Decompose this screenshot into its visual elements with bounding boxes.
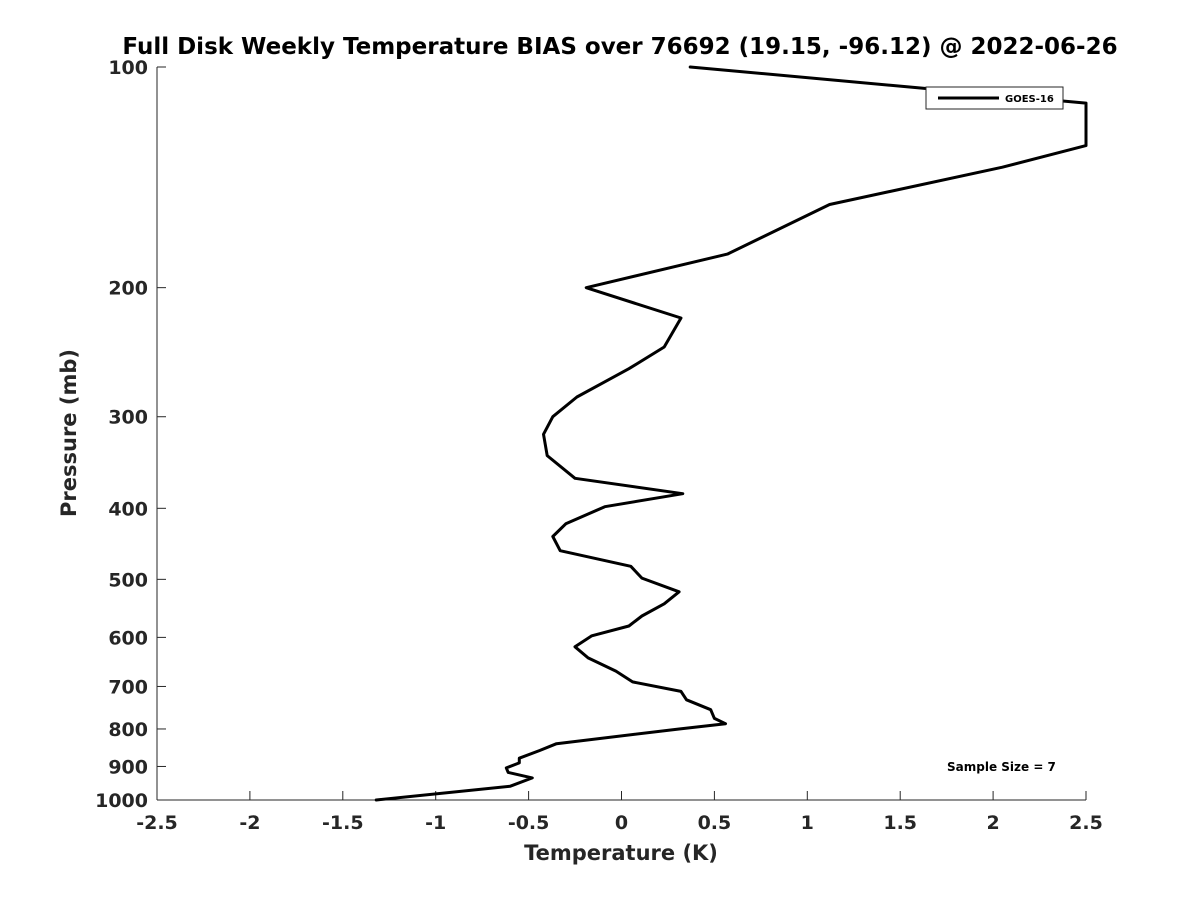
x-tick-label-m2p5: -2.5: [136, 812, 178, 834]
y-tick-label-800: 800: [108, 719, 148, 741]
legend-label-goes-16: GOES-16: [1005, 94, 1054, 105]
y-tick-label-1000: 1000: [95, 790, 148, 812]
y-tick-label-700: 700: [108, 676, 148, 698]
x-tick-label-1p5: 1.5: [883, 812, 917, 834]
x-tick-label-2: 2: [986, 812, 999, 834]
y-tick-label-500: 500: [108, 569, 148, 591]
legend: GOES-16: [925, 86, 1064, 110]
y-tick-label-200: 200: [108, 278, 148, 300]
y-tick-label-100: 100: [108, 57, 148, 79]
chart-title: Full Disk Weekly Temperature BIAS over 7…: [122, 34, 1117, 60]
y-tick-label-600: 600: [108, 627, 148, 649]
x-tick-label-m2: -2: [239, 812, 260, 834]
y-tick-label-900: 900: [108, 756, 148, 778]
y-tick-label-400: 400: [108, 498, 148, 520]
x-tick-label-0: 0: [615, 812, 628, 834]
series-line-goes-16: [374, 65, 1088, 802]
y-ticks: 100 200 300 400 500 600 700 800 900 1000: [95, 57, 166, 812]
sample-size-annotation: Sample Size = 7: [947, 760, 1056, 774]
series-layer: [374, 65, 1088, 802]
x-tick-label-m1p5: -1.5: [322, 812, 364, 834]
x-ticks: -2.5 -2 -1.5 -1 -0.5 0 0.5 1 1.5 2 2.5: [136, 791, 1103, 834]
y-axis-label: Pressure (mb): [57, 349, 81, 517]
x-tick-label-m1: -1: [425, 812, 446, 834]
x-tick-label-2p5: 2.5: [1069, 812, 1103, 834]
x-tick-label-0p5: 0.5: [698, 812, 732, 834]
x-tick-label-m0p5: -0.5: [508, 812, 550, 834]
x-axis-label: Temperature (K): [524, 841, 718, 865]
y-tick-label-300: 300: [108, 407, 148, 429]
x-tick-label-1: 1: [801, 812, 814, 834]
